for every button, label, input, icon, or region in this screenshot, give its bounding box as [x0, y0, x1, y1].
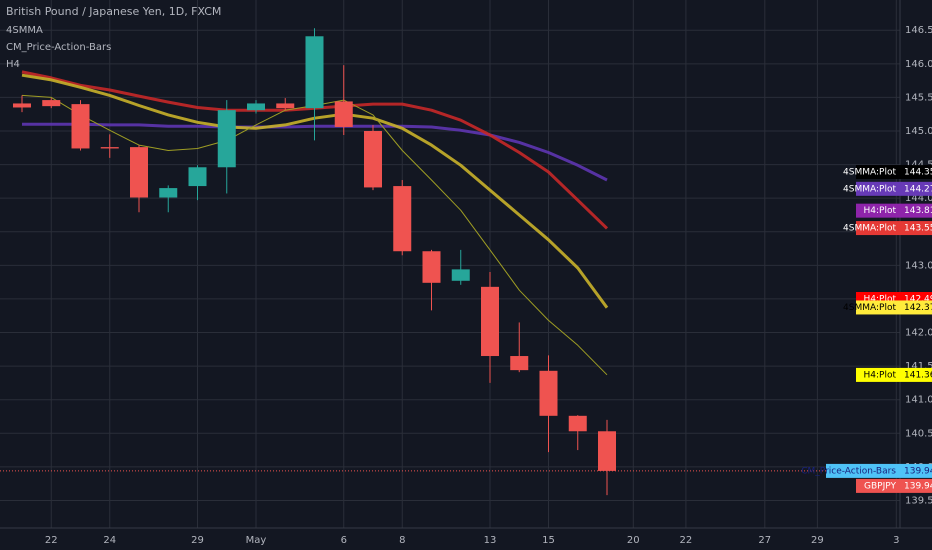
y-tick-label: 145.500	[905, 92, 932, 103]
candle-body	[159, 188, 178, 198]
x-tick-label: 3	[893, 535, 899, 546]
grid	[0, 0, 900, 528]
x-tick-label: May	[246, 535, 267, 546]
price-label-box	[856, 367, 932, 382]
plot-area	[0, 28, 900, 496]
y-tick-label: 145.000	[905, 126, 932, 137]
price-label-box	[856, 300, 932, 315]
candle-body	[100, 147, 119, 149]
price-label-name: 4SMMA:Plot	[843, 184, 896, 194]
candle-body	[71, 104, 90, 149]
price-label-name: H4:Plot	[864, 206, 897, 216]
y-tick-label: 140.500	[905, 428, 932, 439]
y-tick-label: 139.500	[905, 495, 932, 506]
price-label-box	[856, 203, 932, 218]
y-tick-label: 141.500	[905, 361, 932, 372]
candle-body	[130, 147, 148, 198]
price-label-box	[856, 181, 932, 196]
y-tick-label: 141.000	[905, 395, 932, 406]
price-label-value: 144.359	[904, 168, 932, 178]
price-label-value: 139.940	[904, 481, 932, 491]
price-label-value: 144.273	[904, 184, 932, 194]
price-label-value: 139.940	[904, 466, 932, 476]
x-tick-label: 13	[484, 535, 497, 546]
y-tick-label: 146.000	[905, 59, 932, 70]
price-label-box	[826, 463, 932, 478]
price-label-name: H4:Plot	[864, 370, 897, 380]
price-label-name: 4SMMA:Plot	[843, 224, 896, 234]
candle-body	[422, 251, 441, 283]
x-tick-label: 22	[45, 535, 58, 546]
price-label-name: GBPJPY	[864, 481, 896, 491]
legend: British Pound / Japanese Yen, 1D, FXCM 4…	[6, 5, 221, 70]
candle-body	[598, 431, 616, 471]
candle-body	[276, 103, 295, 109]
x-tick-label: 20	[627, 535, 640, 546]
x-tick-label: 22	[680, 535, 693, 546]
price-label-value: 142.499	[904, 294, 932, 304]
x-tick-label: 15	[542, 535, 555, 546]
candle-body	[510, 356, 529, 371]
candle-body	[451, 269, 470, 281]
y-tick-label: 143.000	[905, 260, 932, 271]
price-label-value: 141.369	[904, 370, 932, 380]
y-tick-label: 144.000	[905, 193, 932, 204]
y-tick-label: 142.000	[905, 328, 932, 339]
candle-body	[217, 110, 236, 168]
price-label-value: 143.814	[904, 206, 932, 216]
candle-body	[481, 286, 499, 357]
candle-body	[568, 415, 587, 432]
price-label-name: CM_Price-Action-Bars	[801, 466, 896, 476]
study-name: H4	[6, 59, 20, 70]
price-label-name: 4SMMA:Plot	[843, 168, 896, 178]
price-label-name: H4:Plot	[864, 294, 897, 304]
x-tick-label: 6	[341, 535, 347, 546]
study-name: 4SMMA	[6, 25, 43, 36]
price-labels: 4SMMA:Plot 144.359 4SMMA:Plot 144.273 H4:Plo…	[801, 165, 932, 493]
x-tick-label: 29	[191, 535, 204, 546]
candle-body	[364, 130, 382, 188]
price-label-value: 142.373	[904, 303, 932, 313]
chart-title: British Pound / Japanese Yen, 1D, FXCM	[6, 5, 221, 18]
price-label-box	[856, 221, 932, 236]
candle-body	[13, 103, 31, 108]
candle-body	[305, 36, 324, 109]
price-label-box	[856, 478, 932, 493]
candle-body	[393, 186, 412, 252]
x-tick-label: 27	[758, 535, 771, 546]
candle-body	[42, 100, 61, 107]
y-tick-label: 146.500	[905, 25, 932, 36]
candle-body	[334, 101, 353, 127]
x-tick-label: 29	[811, 535, 824, 546]
price-label-name: 4SMMA:Plot	[843, 303, 896, 313]
x-tick-label: 8	[399, 535, 405, 546]
price-label-value: 143.555	[904, 224, 932, 234]
candle-body	[539, 370, 558, 416]
x-tick-label: 24	[103, 535, 116, 546]
study-name: CM_Price-Action-Bars	[6, 42, 111, 53]
candle-body	[188, 167, 207, 187]
price-label-box	[856, 165, 932, 180]
candle-body	[247, 103, 265, 111]
